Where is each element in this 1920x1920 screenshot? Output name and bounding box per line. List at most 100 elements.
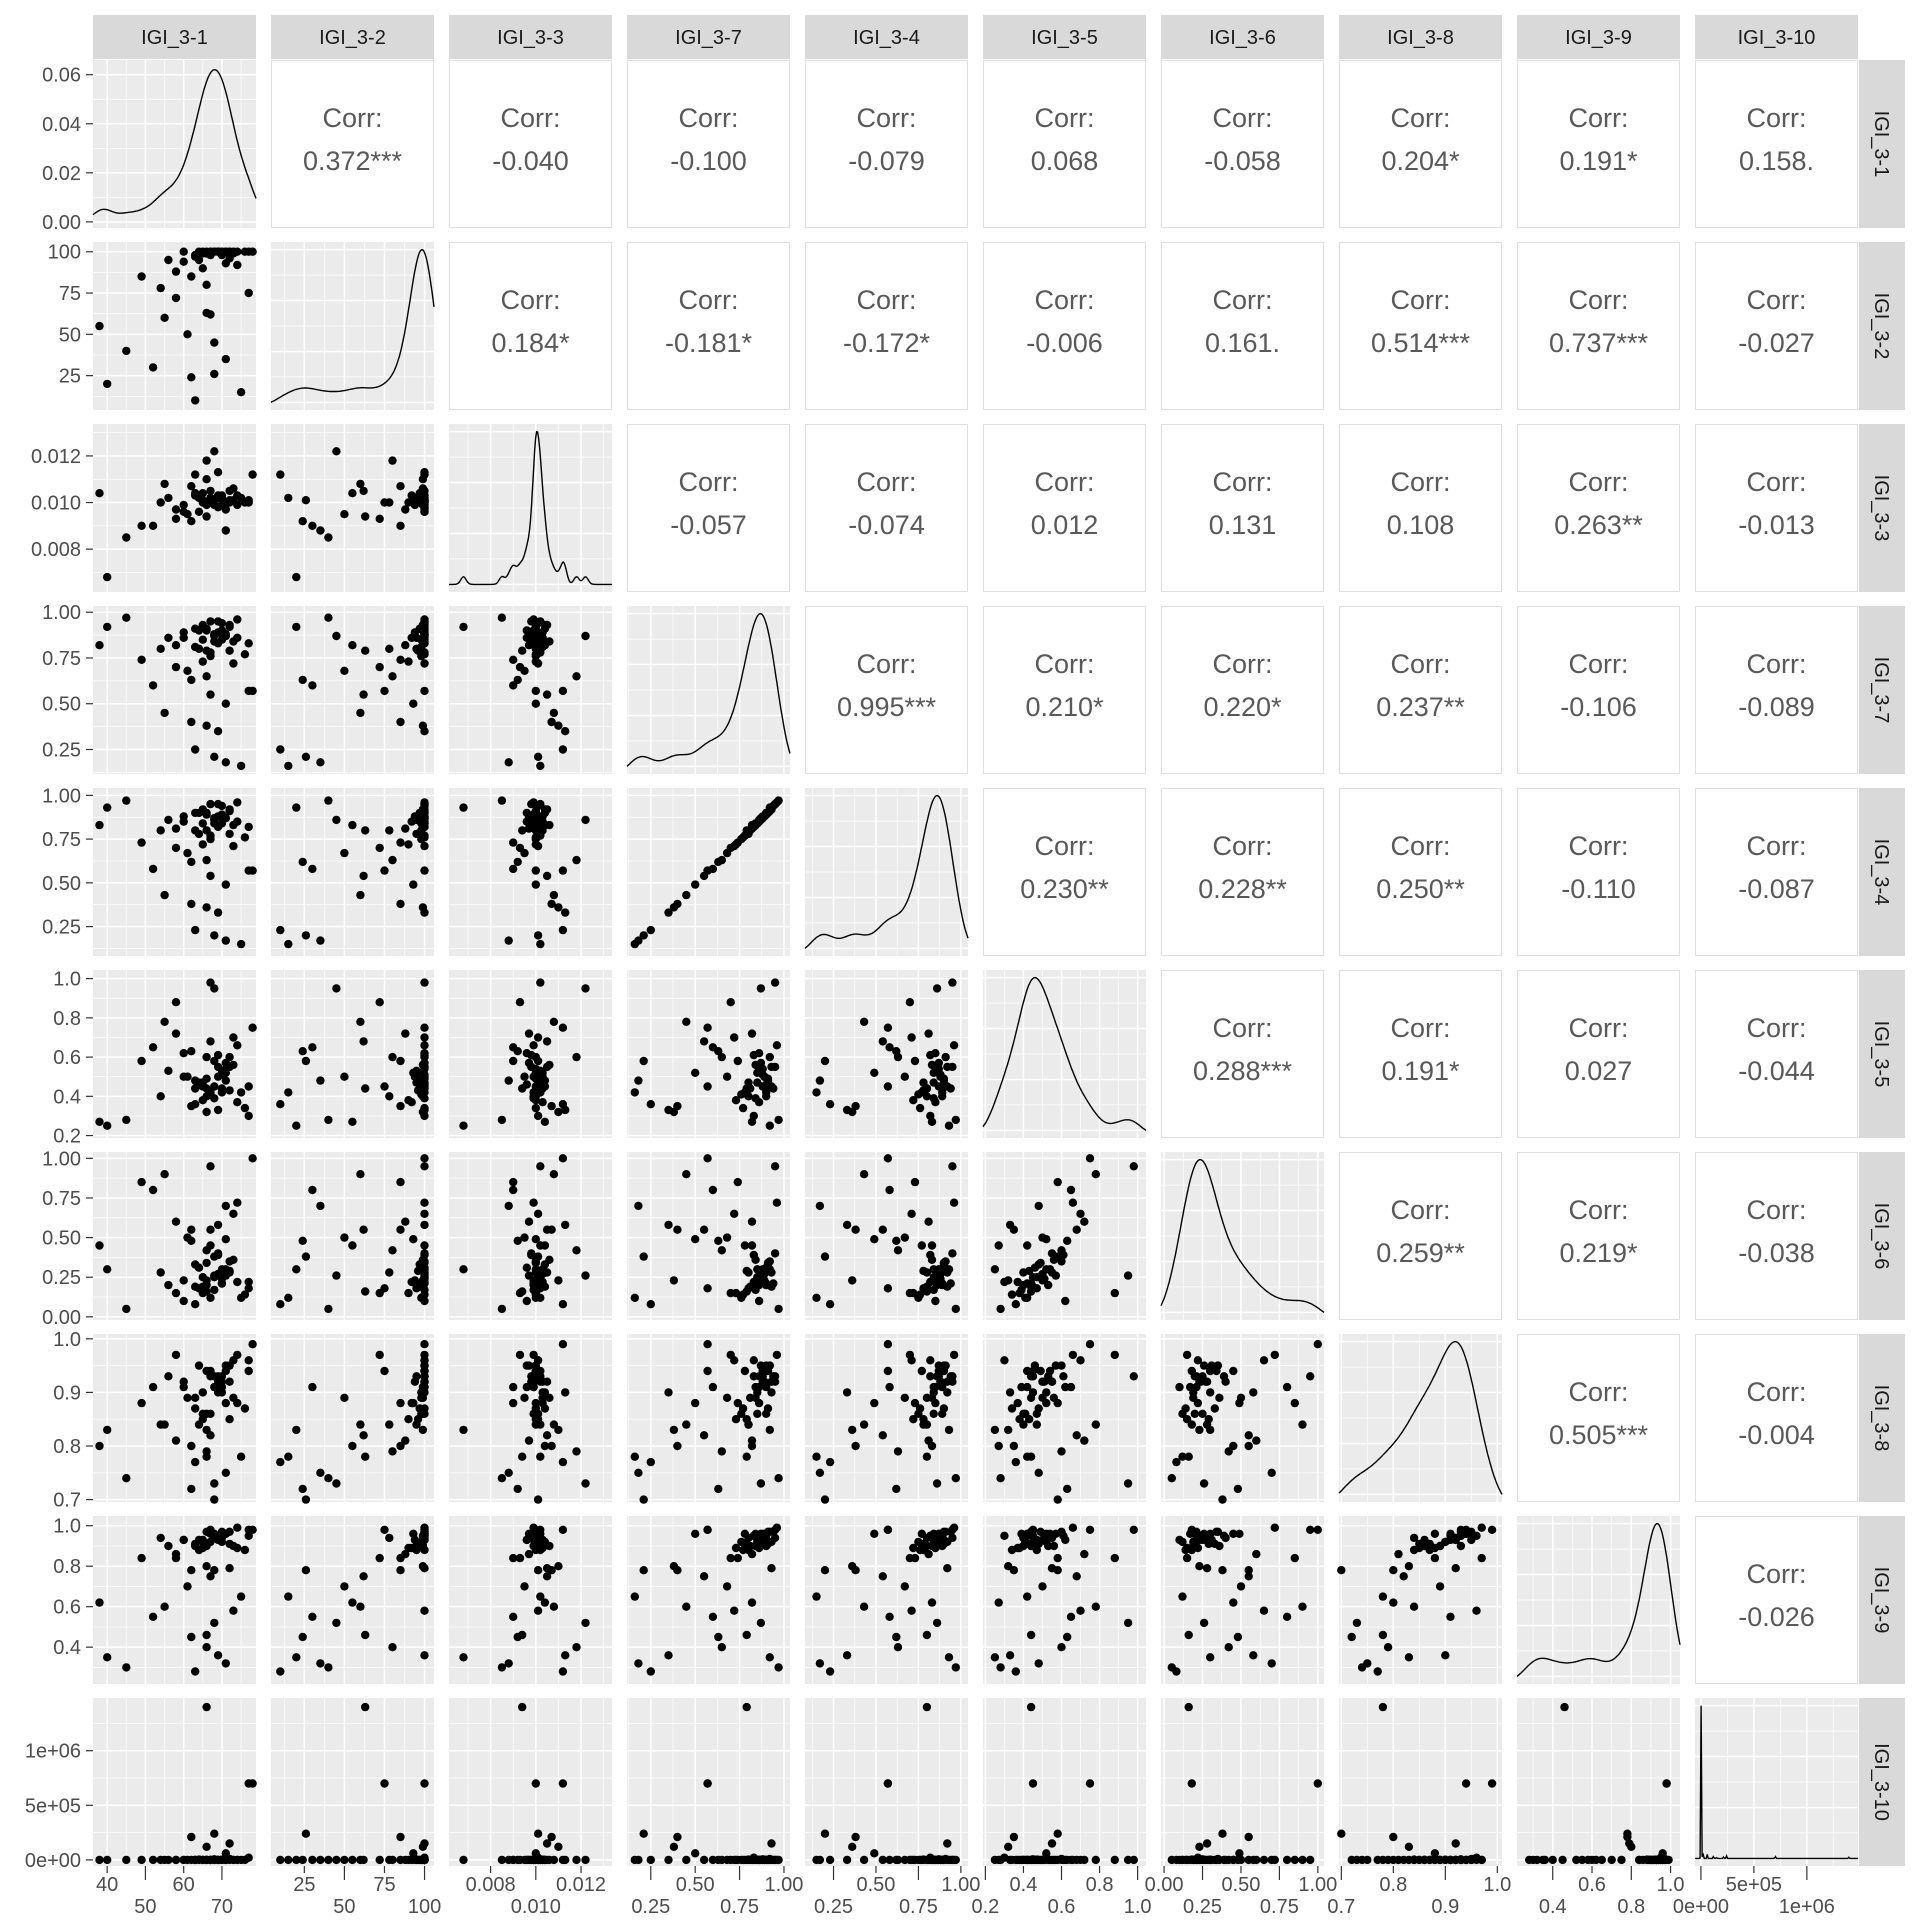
data-point bbox=[820, 1566, 830, 1575]
panel-IGI_3-4-vs-IGI_3-10: Corr:-0.087 bbox=[1695, 788, 1858, 956]
data-point bbox=[179, 1296, 188, 1306]
data-point bbox=[536, 1162, 545, 1171]
data-point bbox=[308, 1382, 317, 1392]
data-point bbox=[753, 1535, 762, 1545]
x-tick-label: 0.008 bbox=[466, 1874, 516, 1896]
data-point bbox=[301, 931, 311, 940]
density-line bbox=[1516, 1522, 1681, 1677]
data-point bbox=[359, 1225, 368, 1234]
corr-value-label: 0.259** bbox=[1376, 1238, 1465, 1268]
data-point bbox=[233, 817, 242, 826]
corr-value-label: 0.108 bbox=[1387, 510, 1455, 540]
data-point bbox=[740, 1241, 750, 1250]
data-point bbox=[171, 1553, 181, 1563]
corr-value-label: -0.110 bbox=[1561, 874, 1636, 904]
data-point bbox=[531, 644, 540, 653]
panel-IGI_3-1-vs-IGI_3-2: Corr:0.372*** bbox=[271, 60, 434, 228]
data-point bbox=[401, 1436, 410, 1445]
row-strip-label: IGI_3-4 bbox=[1870, 839, 1892, 906]
corr-prefix-label: Corr: bbox=[1035, 649, 1095, 679]
data-point bbox=[765, 1121, 774, 1130]
data-point bbox=[221, 526, 230, 535]
data-point bbox=[1059, 1372, 1068, 1381]
data-point bbox=[1249, 1651, 1258, 1660]
data-point bbox=[726, 1288, 735, 1298]
data-point bbox=[1420, 1855, 1429, 1865]
data-point bbox=[210, 369, 219, 379]
data-point bbox=[1347, 1632, 1356, 1642]
data-point bbox=[1662, 1779, 1671, 1788]
data-point bbox=[206, 1372, 215, 1381]
corr-panel-background bbox=[1695, 970, 1858, 1138]
data-point bbox=[276, 925, 285, 935]
corr-value-label: -0.058 bbox=[1204, 146, 1281, 176]
data-point bbox=[380, 1366, 389, 1376]
panel-IGI_3-1-vs-IGI_3-6: Corr:-0.058 bbox=[1161, 60, 1324, 228]
data-point bbox=[932, 1618, 942, 1628]
data-point bbox=[714, 1047, 723, 1056]
x-tick-label: 0.25 bbox=[814, 1896, 853, 1918]
data-point bbox=[1229, 1598, 1238, 1607]
data-point bbox=[767, 1839, 776, 1848]
data-point bbox=[324, 1474, 333, 1483]
panel-IGI_3-7-vs-IGI_3-2 bbox=[271, 606, 434, 774]
data-point bbox=[990, 1425, 1000, 1435]
corr-panel-background bbox=[627, 242, 790, 410]
corr-value-label: 0.191* bbox=[1559, 146, 1638, 176]
data-point bbox=[753, 1409, 762, 1419]
data-point bbox=[187, 675, 196, 685]
data-point bbox=[533, 1252, 543, 1261]
data-point bbox=[459, 1425, 468, 1435]
data-point bbox=[907, 1606, 916, 1615]
data-point bbox=[202, 903, 211, 912]
data-point bbox=[765, 1052, 774, 1062]
data-point bbox=[909, 1415, 918, 1424]
data-point bbox=[1383, 1643, 1393, 1652]
data-point bbox=[746, 1393, 755, 1403]
data-point bbox=[148, 1043, 158, 1052]
data-point bbox=[210, 1479, 219, 1488]
data-point bbox=[187, 857, 196, 867]
data-point bbox=[1110, 1288, 1120, 1298]
row-strip bbox=[1859, 424, 1905, 592]
data-point bbox=[244, 1779, 253, 1788]
panel-IGI_3-2-vs-IGI_3-3: Corr:0.184* bbox=[449, 242, 612, 410]
data-point bbox=[504, 1659, 513, 1668]
data-point bbox=[1053, 1177, 1062, 1187]
panel-background bbox=[271, 788, 434, 956]
data-point bbox=[229, 496, 238, 505]
data-point bbox=[202, 1258, 211, 1268]
data-point bbox=[907, 1033, 916, 1042]
panel-IGI_3-10-vs-IGI_3-7 bbox=[627, 1698, 790, 1866]
data-point bbox=[1025, 1415, 1034, 1424]
data-point bbox=[164, 815, 173, 825]
data-point bbox=[348, 820, 357, 830]
panel-IGI_3-5-vs-IGI_3-8: Corr:0.191* bbox=[1339, 970, 1502, 1138]
data-point bbox=[1373, 1667, 1382, 1676]
data-point bbox=[221, 813, 230, 823]
data-point bbox=[1004, 1842, 1013, 1852]
panel-IGI_3-1-vs-IGI_3-1 bbox=[92, 60, 257, 228]
data-point bbox=[1178, 1452, 1187, 1461]
data-point bbox=[1045, 1265, 1055, 1274]
data-point bbox=[740, 1366, 750, 1376]
data-point bbox=[164, 1541, 173, 1551]
data-point bbox=[922, 1630, 932, 1640]
data-point bbox=[160, 708, 169, 718]
data-point bbox=[244, 1366, 253, 1376]
panel-IGI_3-7-vs-IGI_3-1 bbox=[93, 606, 257, 774]
data-point bbox=[1282, 1612, 1292, 1622]
data-point bbox=[316, 1468, 325, 1478]
data-point bbox=[1467, 1535, 1476, 1545]
data-point bbox=[909, 1096, 918, 1105]
density-line bbox=[92, 68, 257, 216]
data-point bbox=[949, 1041, 959, 1050]
data-point bbox=[497, 796, 507, 805]
data-point bbox=[194, 1361, 204, 1370]
data-point bbox=[459, 1855, 468, 1865]
data-point bbox=[1057, 1447, 1066, 1456]
data-point bbox=[581, 1271, 590, 1280]
x-tick-label: 0.50 bbox=[1221, 1874, 1260, 1896]
data-point bbox=[1219, 1855, 1229, 1865]
panel-IGI_3-3-vs-IGI_3-8: Corr:0.108 bbox=[1339, 424, 1502, 592]
